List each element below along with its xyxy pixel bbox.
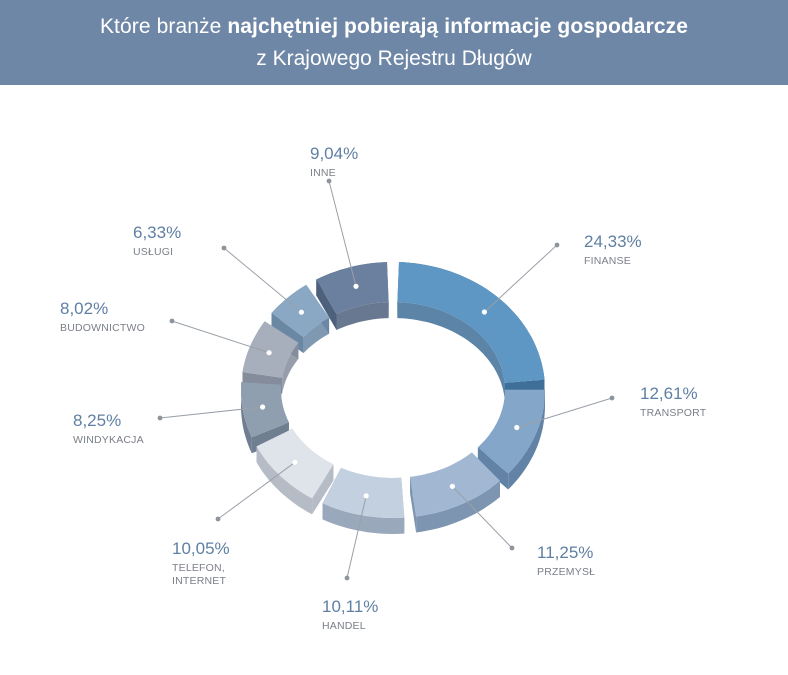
leader-line <box>452 486 513 549</box>
ring-segment-transport <box>477 389 545 490</box>
anchor-dot-inner <box>481 309 487 315</box>
leader-line <box>484 244 558 313</box>
label-group-przemysł: 11,25% PRZEMYSŁ <box>449 483 595 578</box>
anchor-dot-inner <box>266 350 272 356</box>
leader-line <box>171 320 270 354</box>
label-group-budownictwo: 8,02% BUDOWNICTWO <box>60 299 272 356</box>
label-group-handel: 10,11% HANDEL <box>322 493 378 632</box>
label-group-finanse: 24,33% FINANSE <box>481 232 642 315</box>
anchor-dot-inner <box>449 483 455 489</box>
ring-segment-inne <box>316 262 389 330</box>
ring-segment-finanse <box>397 262 545 399</box>
slice-value-label: 24,33% <box>584 232 642 251</box>
chart-title: Które branże najchętniej pobierają infor… <box>0 15 788 39</box>
anchor-dot-outer <box>609 395 615 401</box>
anchor-dot-outer <box>157 415 163 421</box>
slice-category-label: INTERNET <box>172 575 226 587</box>
slice-labels: 24,33% FINANSE 12,61% TRANSPORT 11,25% PRZEMY… <box>60 144 707 632</box>
slice-category-label: TELEFON, <box>172 562 225 574</box>
anchor-dot-outer <box>169 318 175 324</box>
label-group-transport: 12,61% TRANSPORT <box>514 384 707 431</box>
chart-header: Które branże najchętniej pobierają infor… <box>0 0 788 85</box>
slice-value-label: 10,11% <box>322 597 378 616</box>
anchor-dot-inner <box>260 404 266 410</box>
anchor-dot-outer <box>509 545 515 551</box>
anchor-dot-inner <box>298 309 304 315</box>
ring-segments <box>241 262 545 534</box>
leader-line <box>346 495 367 579</box>
label-group-inne: 9,04% INNE <box>310 144 359 289</box>
leader-line <box>159 406 263 419</box>
slice-category-label: WINDYKACJA <box>73 434 144 446</box>
slice-category-label: TRANSPORT <box>640 407 707 419</box>
slice-value-label: 12,61% <box>640 384 698 403</box>
label-group-usługi: 6,33% USŁUGI <box>133 223 304 315</box>
anchor-dot-inner <box>514 424 520 431</box>
anchor-dot-outer <box>215 516 221 522</box>
slice-category-label: FINANSE <box>584 255 631 267</box>
slice-top <box>242 321 299 378</box>
slice-value-label: 11,25% <box>537 543 593 562</box>
slice-category-label: INNE <box>310 167 336 179</box>
ring-segment-telefon-internet <box>256 428 334 515</box>
chart-subtitle: z Krajowego Rejestru Długów <box>256 47 532 70</box>
leader-line <box>516 397 613 428</box>
slice-value-label: 8,02% <box>60 299 108 318</box>
ring-segment-handel <box>322 467 405 534</box>
slice-top <box>316 262 389 314</box>
slice-top <box>477 389 545 474</box>
slice-category-label: HANDEL <box>322 620 366 632</box>
anchor-dot-inner <box>353 283 359 289</box>
title-bold: najchętniej pobierają informacje gospoda… <box>227 15 689 38</box>
slice-value-label: 6,33% <box>133 223 181 242</box>
slice-top <box>241 382 289 438</box>
anchor-dot-inner <box>363 493 369 499</box>
slice-value-label: 8,25% <box>73 411 121 430</box>
slice-category-label: BUDOWNICTWO <box>60 322 145 334</box>
slice-value-label: 10,05% <box>172 539 230 558</box>
slice-top <box>322 467 405 518</box>
leader-line <box>328 180 357 287</box>
slice-value-label: 9,04% <box>310 144 358 163</box>
slice-category-label: PRZEMYSŁ <box>537 566 595 578</box>
slice-top <box>410 452 500 517</box>
anchor-dot-outer <box>221 245 227 251</box>
leader-line <box>217 461 296 520</box>
title-prefix: Które branże <box>99 15 228 38</box>
leader-line <box>223 247 302 313</box>
ring-segment-przemysł <box>410 452 500 533</box>
label-group-windykacja: 8,25% WINDYKACJA <box>73 404 266 446</box>
anchor-dot-outer <box>344 575 350 581</box>
label-group-telefon-internet: 10,05% TELEFON,INTERNET <box>172 459 298 587</box>
anchor-dot-outer <box>326 178 332 184</box>
anchor-dot-inner <box>292 459 298 465</box>
slice-top <box>397 262 545 383</box>
anchor-dot-outer <box>554 242 560 248</box>
slice-category-label: USŁUGI <box>133 246 173 258</box>
